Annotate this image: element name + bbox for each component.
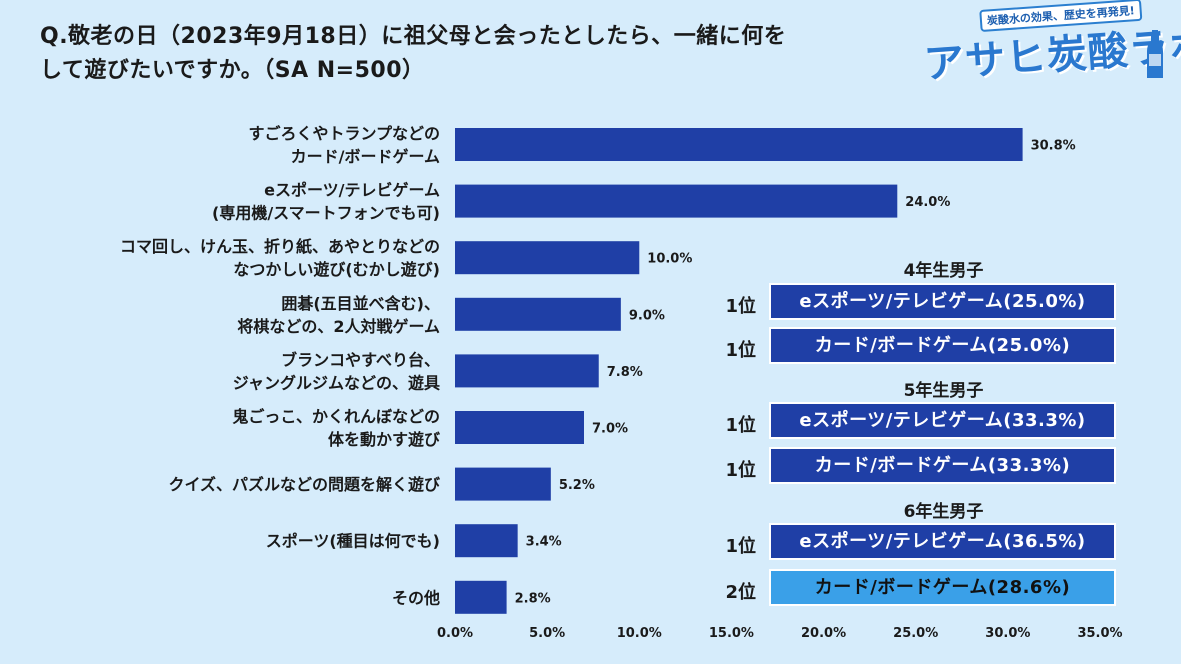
bar-0 [455, 128, 1023, 161]
rank-box-6-1: eスポーツ/テレビゲーム(36.5%) [769, 523, 1116, 560]
category-label-3-1: 将棋などの、2人対戦ゲーム [237, 317, 440, 336]
value-label-4: 7.8% [607, 365, 643, 380]
value-label-3: 9.0% [629, 308, 665, 323]
grade-title-6: 6年生男子 [903, 502, 984, 522]
question-line-1: Q.敬老の日（2023年9月18日）に祖父母と会ったとしたら、一緒に何を [40, 24, 787, 49]
category-label-5-1: 体を動かす遊び [328, 430, 441, 449]
brand-logo: 炭酸水の効果、歴史を再発見! アサヒ炭酸ラボ [918, 0, 1181, 94]
value-label-1: 24.0% [905, 195, 950, 210]
rank-6-2: 2位 [725, 582, 756, 603]
category-label-2-1: なつかしい遊び(むかし遊び) [233, 260, 440, 279]
x-tick-label-7: 35.0% [1077, 626, 1122, 641]
bar-2 [455, 241, 640, 275]
bar-5 [455, 411, 584, 444]
rank-box-5-1: eスポーツ/テレビゲーム(33.3%) [769, 402, 1116, 439]
category-label-4-1: ジャングルジムなどの、遊具 [233, 373, 440, 392]
category-label-1-0: eスポーツ/テレビゲーム [264, 181, 440, 200]
category-label-6-0: クイズ、パズルなどの問題を解く遊び [168, 475, 441, 494]
rank-box-4-1: eスポーツ/テレビゲーム(25.0%) [769, 283, 1116, 320]
category-label-5-0: 鬼ごっこ、かくれんぼなどの [232, 407, 440, 426]
bottle-icon [1147, 30, 1163, 78]
bar-6 [455, 467, 551, 501]
x-tick-label-6: 30.0% [985, 626, 1030, 641]
rank-4-1: 1位 [725, 296, 756, 317]
category-label-3-0: 囲碁(五目並べ含む)、 [281, 294, 440, 313]
value-label-2: 10.0% [647, 252, 692, 267]
rank-6-1: 1位 [725, 536, 756, 557]
x-tick-label-5: 25.0% [893, 626, 938, 641]
rank-box-5-2: カード/ボードゲーム(33.3%) [769, 447, 1116, 484]
rank-5-1: 1位 [725, 415, 756, 436]
x-tick-label-4: 20.0% [801, 626, 846, 641]
rank-5-2: 1位 [725, 460, 756, 481]
bar-8 [455, 580, 507, 614]
x-tick-label-3: 15.0% [709, 626, 754, 641]
bar-3 [455, 297, 621, 331]
category-label-7-0: スポーツ(種目は何でも) [266, 532, 440, 551]
category-label-4-0: ブランコやすべり台、 [281, 350, 440, 369]
value-label-5: 7.0% [592, 422, 628, 437]
category-label-2-0: コマ回し、けん玉、折り紙、あやとりなどの [120, 237, 440, 256]
grade-title-5: 5年生男子 [903, 381, 984, 401]
category-label-0-0: すごろくやトランプなどの [248, 124, 440, 143]
x-tick-label-0: 0.0% [437, 626, 473, 641]
category-label-8-0: その他 [392, 588, 440, 607]
question-line-2: して遊びたいですか。（SA N=500） [40, 58, 425, 83]
grade-title-4: 4年生男子 [903, 261, 984, 281]
value-label-7: 3.4% [526, 535, 562, 550]
question-title: Q.敬老の日（2023年9月18日）に祖父母と会ったとしたら、一緒に何を して遊… [40, 20, 870, 88]
rank-4-2: 1位 [725, 340, 756, 361]
category-label-0-1: カード/ボードゲーム [291, 147, 440, 166]
value-label-8: 2.8% [515, 591, 551, 606]
bar-1 [455, 184, 898, 218]
rank-box-4-2: カード/ボードゲーム(25.0%) [769, 327, 1116, 364]
x-tick-label-1: 5.0% [529, 626, 565, 641]
value-label-0: 30.8% [1031, 139, 1076, 154]
bar-4 [455, 354, 599, 388]
value-label-6: 5.2% [559, 478, 595, 493]
x-tick-label-2: 10.0% [617, 626, 662, 641]
category-label-1-1: (専用機/スマートフォンでも可) [212, 204, 440, 223]
rank-box-6-2: カード/ボードゲーム(28.6%) [769, 569, 1116, 606]
bar-7 [455, 524, 518, 558]
